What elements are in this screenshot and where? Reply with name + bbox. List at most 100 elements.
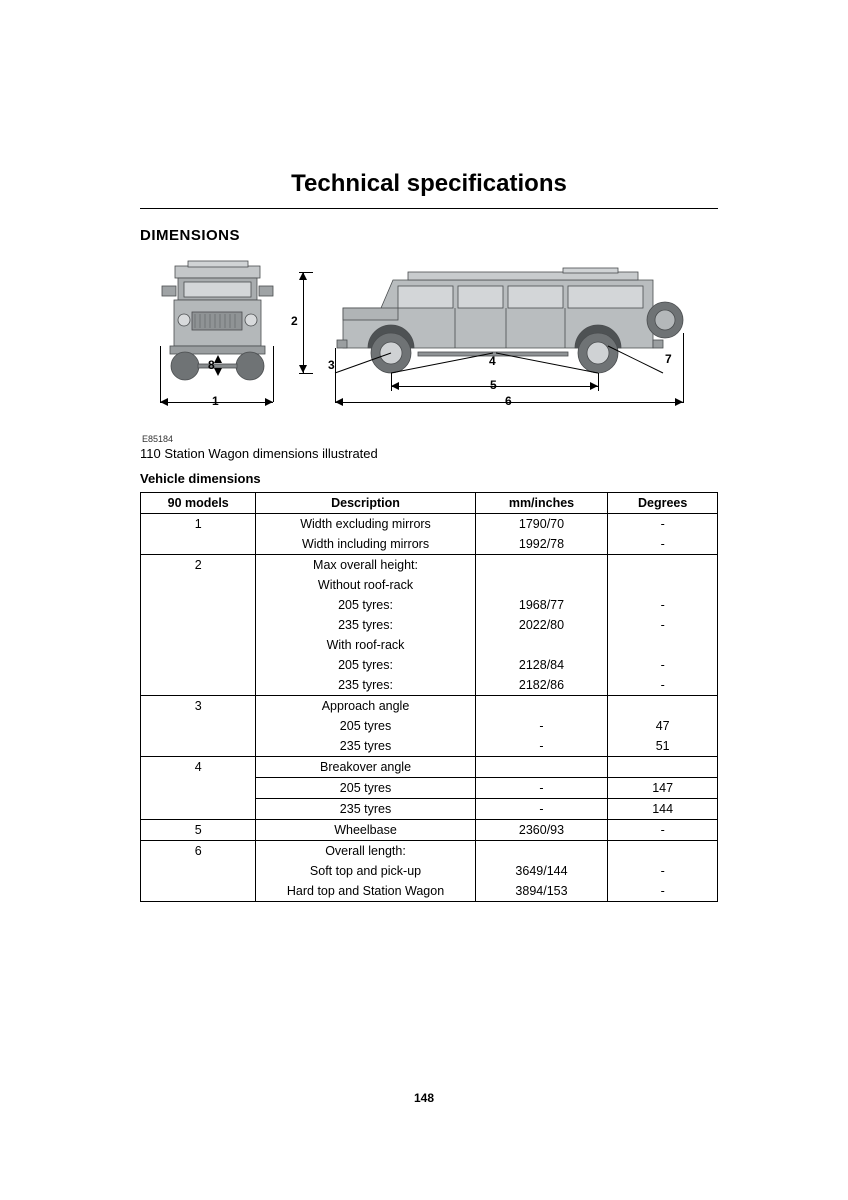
cell-mm: 3649/144 [475,861,608,881]
col-header-model: 90 models [141,493,256,514]
cell-desc: 205 tyres: [256,595,475,615]
cell-mm: - [475,716,608,736]
cell-mm: 2022/80 [475,615,608,635]
cell-deg: - [608,881,718,902]
cell-mm: 1992/78 [475,534,608,555]
cell-model [141,635,256,655]
cell-model [141,861,256,881]
dim-label-2: 2 [291,314,298,328]
cell-mm: 2128/84 [475,655,608,675]
cell-deg: - [608,675,718,696]
cell-desc: Breakover angle [256,757,475,778]
table-row: 235 tyres:2022/80- [141,615,718,635]
cell-mm: 3894/153 [475,881,608,902]
cell-desc: Overall length: [256,841,475,862]
cell-mm [475,575,608,595]
cell-mm [475,696,608,717]
cell-desc: 235 tyres: [256,675,475,696]
cell-mm [475,841,608,862]
dim-label-1: 1 [212,394,219,408]
cell-desc: 235 tyres: [256,615,475,635]
table-row: 235 tyres:2182/86- [141,675,718,696]
figure-caption: 110 Station Wagon dimensions illustrated [140,446,718,461]
cell-model [141,655,256,675]
vehicle-side-view: 2 3 4 7 5 6 [313,258,713,428]
cell-mm [475,757,608,778]
cell-deg: - [608,595,718,615]
table-row: With roof-rack [141,635,718,655]
cell-model: 1 [141,514,256,535]
cell-model [141,615,256,635]
cell-mm [475,555,608,576]
cell-model [141,595,256,615]
cell-deg [608,841,718,862]
page-number: 148 [0,1091,848,1105]
cell-deg [608,696,718,717]
cell-desc: Width excluding mirrors [256,514,475,535]
cell-deg: - [608,820,718,841]
cell-deg: 51 [608,736,718,757]
cell-desc: Approach angle [256,696,475,717]
cell-desc: Soft top and pick-up [256,861,475,881]
cell-mm: 2182/86 [475,675,608,696]
cell-deg [608,757,718,778]
cell-deg: 147 [608,778,718,799]
cell-model [141,534,256,555]
cell-deg: 47 [608,716,718,736]
cell-deg: - [608,655,718,675]
cell-model [141,716,256,736]
table-row: 4Breakover angle [141,757,718,778]
table-row: 5Wheelbase2360/93- [141,820,718,841]
figure-reference: E85184 [142,434,718,444]
cell-desc: With roof-rack [256,635,475,655]
cell-desc: 205 tyres: [256,655,475,675]
table-row: 235 tyres-51 [141,736,718,757]
cell-model: 6 [141,841,256,862]
table-row: 6Overall length: [141,841,718,862]
cell-desc: Without roof-rack [256,575,475,595]
cell-model [141,575,256,595]
cell-mm: - [475,736,608,757]
cell-model: 5 [141,820,256,841]
dimensions-table: 90 models Description mm/inches Degrees … [140,492,718,902]
cell-deg: - [608,615,718,635]
cell-desc: Wheelbase [256,820,475,841]
table-row: 2Max overall height: [141,555,718,576]
cell-model [141,675,256,696]
table-row: Without roof-rack [141,575,718,595]
table-row: 205 tyres:1968/77- [141,595,718,615]
col-header-mm-inches: mm/inches [475,493,608,514]
dim-label-7: 7 [665,352,672,366]
col-header-degrees: Degrees [608,493,718,514]
cell-deg: - [608,514,718,535]
cell-mm: 1790/70 [475,514,608,535]
table-header-row: 90 models Description mm/inches Degrees [141,493,718,514]
dimension-diagram: 1 8 [140,258,718,428]
cell-model: 4 [141,757,256,778]
cell-mm: - [475,799,608,820]
table-row: 205 tyres-147 [141,778,718,799]
cell-model [141,799,256,820]
cell-model: 3 [141,696,256,717]
cell-deg [608,555,718,576]
cell-mm [475,635,608,655]
table-row: 235 tyres-144 [141,799,718,820]
dim-label-6: 6 [505,394,512,408]
cell-desc: 205 tyres [256,716,475,736]
cell-desc: 235 tyres [256,799,475,820]
cell-desc: Width including mirrors [256,534,475,555]
cell-deg: - [608,861,718,881]
cell-model [141,778,256,799]
cell-mm: 1968/77 [475,595,608,615]
section-heading: DIMENSIONS [140,227,718,244]
cell-desc: Hard top and Station Wagon [256,881,475,902]
table-row: Hard top and Station Wagon3894/153- [141,881,718,902]
table-subheading: Vehicle dimensions [140,471,718,486]
dim-label-3: 3 [328,358,335,372]
cell-mm: - [475,778,608,799]
cell-desc: Max overall height: [256,555,475,576]
cell-deg: 144 [608,799,718,820]
table-row: 3Approach angle [141,696,718,717]
vehicle-front-view: 1 8 [140,258,295,428]
cell-deg [608,635,718,655]
